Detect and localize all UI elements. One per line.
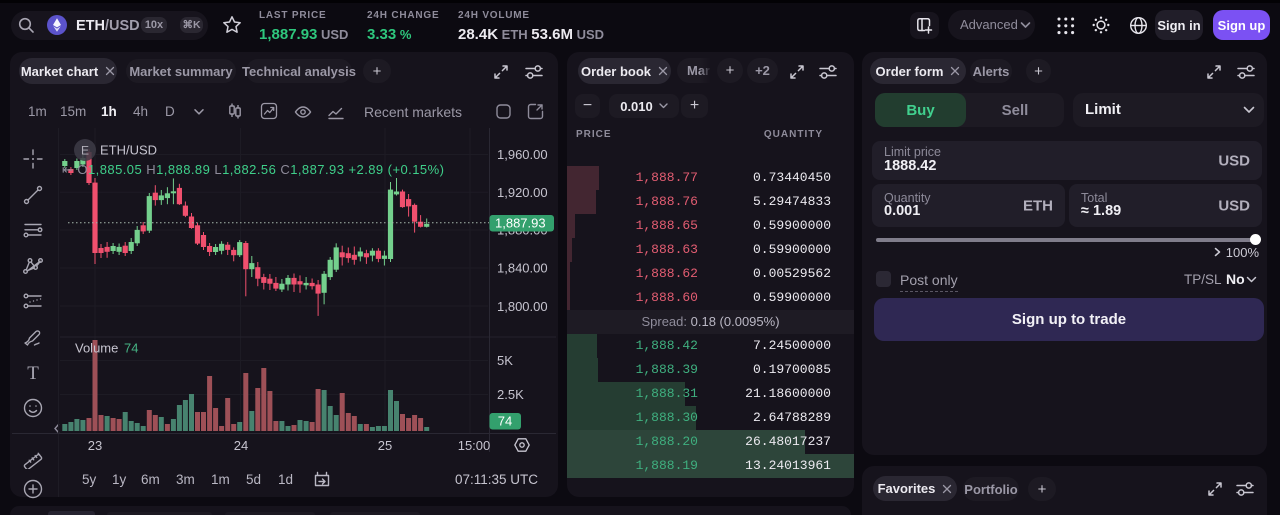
svg-text:5K: 5K [497, 353, 513, 368]
svg-text:1,800.00: 1,800.00 [497, 299, 548, 314]
svg-text:ETH/USD: ETH/USD [100, 143, 157, 158]
svg-text:E: E [81, 144, 89, 158]
svg-text:15:00: 15:00 [458, 438, 491, 453]
svg-text:1,920.00: 1,920.00 [497, 185, 548, 200]
svg-text:23: 23 [88, 438, 102, 453]
svg-text:2.5K: 2.5K [497, 387, 524, 402]
svg-text:24: 24 [234, 438, 248, 453]
svg-text:5y: 5y [82, 472, 97, 487]
svg-text:⇤ O1,885.05 H1,888.89 L1,882.5: ⇤ O1,885.05 H1,888.89 L1,882.56 C1,887.9… [62, 162, 444, 177]
svg-text:Volume: Volume [75, 341, 118, 356]
svg-text:74: 74 [498, 414, 512, 429]
svg-text:3m: 3m [176, 472, 195, 487]
svg-text:6m: 6m [141, 472, 160, 487]
svg-text:1d: 1d [278, 472, 293, 487]
svg-text:74: 74 [124, 341, 138, 356]
svg-text:1y: 1y [112, 472, 127, 487]
svg-text:1,887.93: 1,887.93 [495, 216, 546, 231]
svg-text:1,840.00: 1,840.00 [497, 261, 548, 276]
svg-text:1,960.00: 1,960.00 [497, 147, 548, 162]
svg-text:25: 25 [378, 438, 392, 453]
svg-text:1m: 1m [211, 472, 230, 487]
svg-text:5d: 5d [246, 472, 261, 487]
svg-text:07:11:35 UTC: 07:11:35 UTC [455, 472, 538, 487]
